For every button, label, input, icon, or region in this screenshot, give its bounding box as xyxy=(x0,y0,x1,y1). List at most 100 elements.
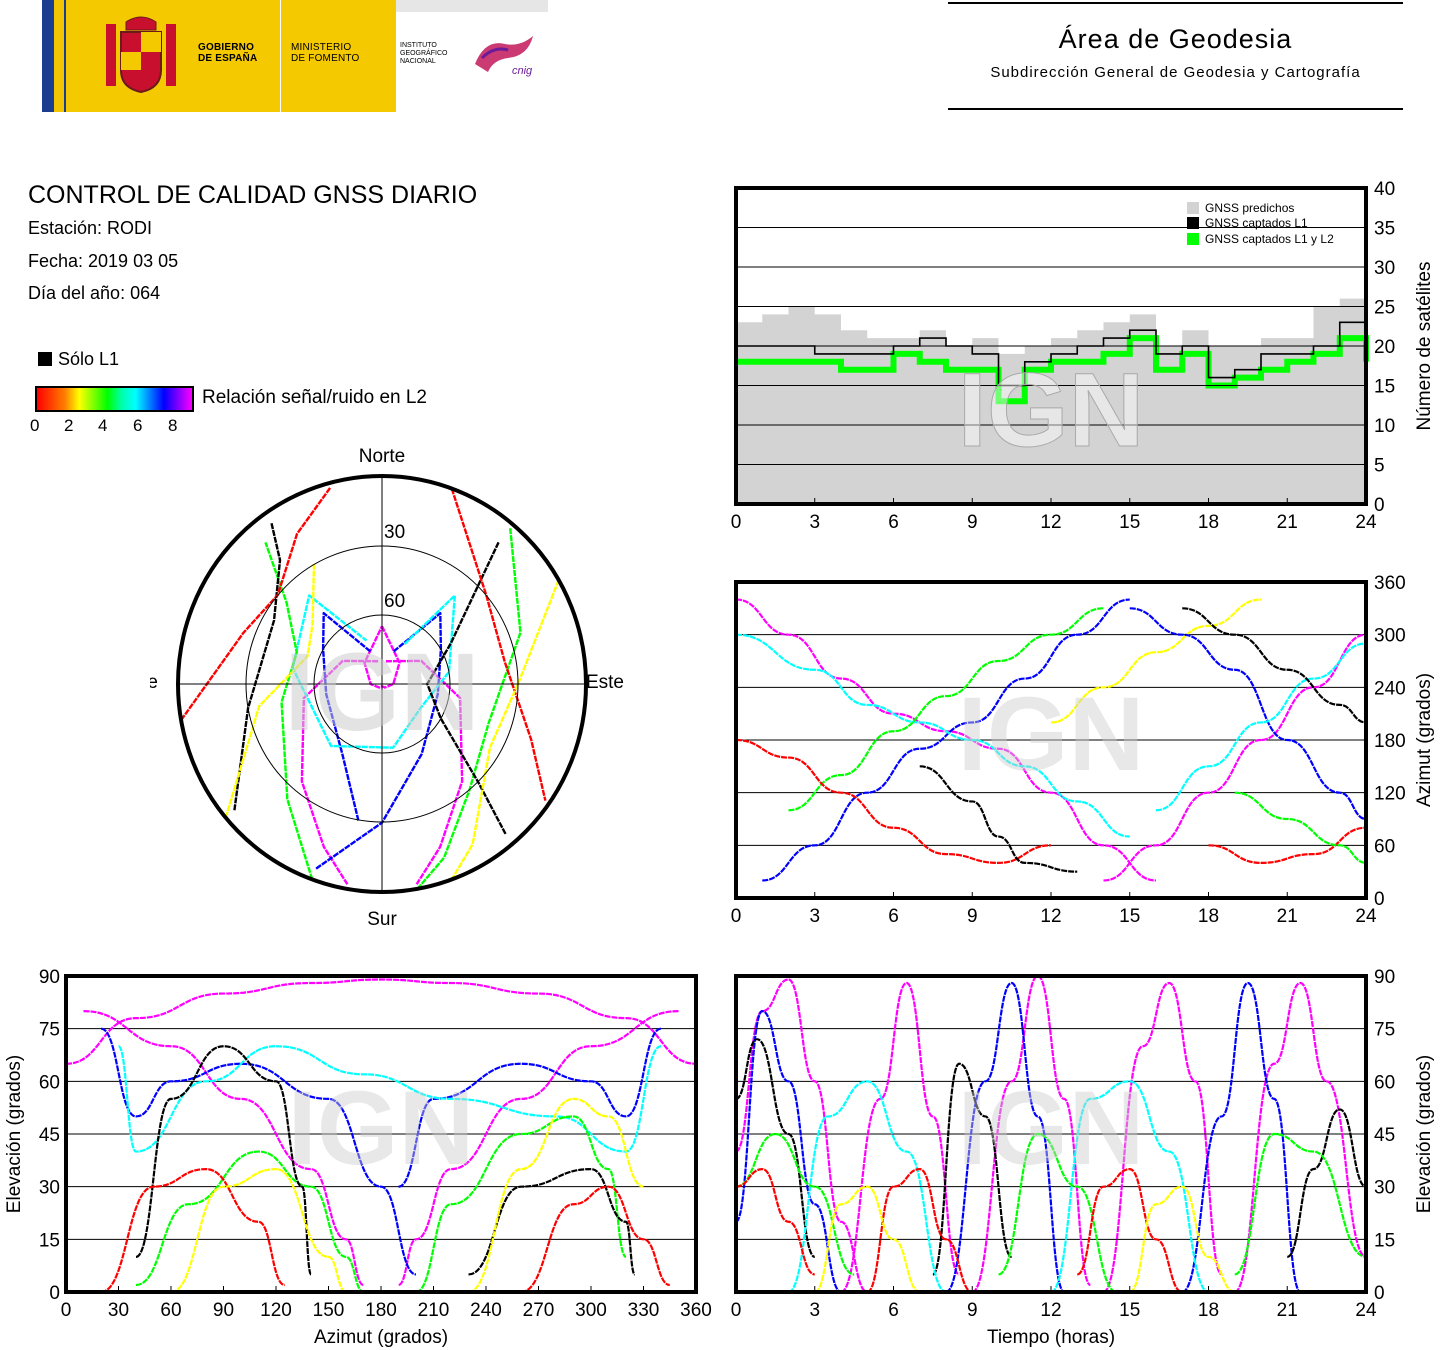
coat-of-arms-icon xyxy=(106,16,176,94)
instituto-text: INSTITUTO GEOGRÁFICO NACIONAL xyxy=(400,42,448,65)
elaz-track xyxy=(117,1045,662,1153)
legend-l1-label: Sólo L1 xyxy=(58,349,120,369)
elaz-y-tick: 15 xyxy=(39,1230,60,1251)
elaz-track xyxy=(83,1010,365,1287)
elt-track xyxy=(734,1010,842,1294)
nsat-x-tick: 3 xyxy=(809,512,820,533)
elt-x-tick: 12 xyxy=(1040,1300,1061,1321)
azt-track xyxy=(735,738,1052,864)
azt-watermark: IGN xyxy=(958,676,1145,793)
snr-tick-0: 0 xyxy=(30,416,40,435)
elaz-track xyxy=(135,1150,364,1294)
elaz-y-label: Elevación (grados) xyxy=(4,1055,25,1213)
elt-y-label: Elevación (grados) xyxy=(1414,1055,1435,1213)
elt-track xyxy=(945,981,1066,1294)
satcount-legend: GNSS predichos GNSS captados L1 GNSS cap… xyxy=(1187,201,1334,246)
elt-x-tick: 15 xyxy=(1119,1300,1140,1321)
elt-y-tick: 45 xyxy=(1374,1125,1395,1146)
azt-track xyxy=(1182,607,1367,724)
elt-x-label: Tiempo (horas) xyxy=(987,1327,1115,1348)
ign-logo: INSTITUTO GEOGRÁFICO NACIONAL cnig xyxy=(396,0,548,112)
elaz-y-tick: 60 xyxy=(39,1072,60,1093)
skyplot-track xyxy=(321,611,372,821)
elt-x-tick: 9 xyxy=(967,1300,978,1321)
azt-y-tick: 0 xyxy=(1374,889,1385,910)
nsat-x-tick: 12 xyxy=(1040,512,1061,533)
legend-predicted-label: GNSS predichos xyxy=(1205,201,1294,215)
nsat-y-tick: 0 xyxy=(1374,495,1385,516)
elt-x-tick: 6 xyxy=(888,1300,899,1321)
snr-colorbar-label: Relación señal/ruido en L2 xyxy=(202,387,427,408)
nsat-y-tick: 5 xyxy=(1374,456,1385,477)
legend-predicted-swatch xyxy=(1187,202,1199,214)
elt-y-tick: 15 xyxy=(1374,1230,1395,1251)
nsat-y-tick: 35 xyxy=(1374,219,1395,240)
azt-track xyxy=(788,607,1104,812)
azt-x-tick: 24 xyxy=(1355,906,1377,927)
azt-track xyxy=(919,765,1078,873)
azt-track xyxy=(1208,826,1367,864)
skyplot-ring-60-label: 60 xyxy=(384,591,405,612)
elevation-time-chart: IGN 0 15 30 45 60 75 90 0 3 6 9 12 15 18 21 24 Tiempo (… xyxy=(731,967,1435,1348)
elt-y-tick: 60 xyxy=(1374,1072,1395,1093)
elt-track xyxy=(866,1168,973,1294)
elt-y-tick: 75 xyxy=(1374,1020,1395,1041)
elt-watermark: IGN xyxy=(958,1070,1145,1187)
elt-y-tick: 90 xyxy=(1374,967,1395,988)
nsat-y-tick: 15 xyxy=(1374,377,1395,398)
elaz-x-tick: 330 xyxy=(628,1300,660,1321)
elt-track xyxy=(931,1062,1013,1276)
elaz-y-tick: 75 xyxy=(39,1020,60,1041)
azt-y-tick: 360 xyxy=(1374,573,1406,594)
elaz-track xyxy=(415,1115,628,1294)
elt-x-tick: 21 xyxy=(1277,1300,1298,1321)
nsat-y-tick: 20 xyxy=(1374,337,1395,358)
elaz-y-tick: 0 xyxy=(49,1283,60,1304)
snr-colorbar xyxy=(35,386,194,412)
elt-track xyxy=(735,1168,816,1276)
legend-l1-captured-swatch xyxy=(1187,217,1199,229)
azt-x-tick: 6 xyxy=(888,906,899,927)
elevation-azimuth-chart: IGN 0 15 30 45 60 75 90 0 30 60 90 120 150 180 210 240 2… xyxy=(4,967,712,1348)
azt-track xyxy=(1155,642,1367,812)
elt-x-tick: 0 xyxy=(731,1300,742,1321)
elt-track xyxy=(1102,981,1223,1294)
azt-track xyxy=(762,598,1130,882)
nsat-y-tick: 40 xyxy=(1374,179,1395,200)
elaz-track xyxy=(65,978,697,1065)
skyplot-track xyxy=(385,659,464,885)
elaz-x-tick: 240 xyxy=(470,1300,502,1321)
satellite-count-chart: IGN 0 5 10 15 20 25 30 35 40 0 3 6 9 12 15 18 21 24 GNSS … xyxy=(731,179,1435,533)
elt-track xyxy=(1181,981,1302,1294)
gobierno-logo: GOBIERNO DE ESPAÑA xyxy=(66,0,318,112)
elaz-x-tick: 360 xyxy=(680,1300,712,1321)
elaz-y-tick: 30 xyxy=(39,1178,60,1199)
elt-x-tick: 18 xyxy=(1198,1300,1219,1321)
azt-x-tick: 15 xyxy=(1119,906,1140,927)
elt-track xyxy=(1050,1080,1209,1294)
azt-y-tick: 180 xyxy=(1374,731,1406,752)
elaz-x-tick: 300 xyxy=(575,1300,607,1321)
doy-label: Día del año: 064 xyxy=(28,283,161,303)
elaz-watermark: IGN xyxy=(288,1070,475,1187)
report-title: CONTROL DE CALIDAD GNSS DIARIO xyxy=(28,181,478,209)
ministerio-text: MINISTERIO DE FOMENTO xyxy=(291,42,360,64)
legend-l1l2-captured-swatch xyxy=(1187,233,1199,245)
legend-l1-only: Sólo L1 xyxy=(38,349,119,370)
nsat-x-tick: 21 xyxy=(1277,512,1298,533)
skyplot-track xyxy=(264,541,314,880)
nsat-x-tick: 0 xyxy=(731,512,742,533)
elaz-x-tick: 90 xyxy=(213,1300,234,1321)
date-label: Fecha: 2019 03 05 xyxy=(28,251,179,271)
azt-x-tick: 21 xyxy=(1277,906,1298,927)
nsat-y-tick: 30 xyxy=(1374,258,1395,279)
elaz-x-tick: 270 xyxy=(523,1300,555,1321)
azimuth-time-chart: IGN 0 60 120 180 240 300 360 0 3 6 9 12 15 18 21 24 Azi… xyxy=(731,573,1435,927)
elt-x-tick: 24 xyxy=(1355,1300,1377,1321)
government-logo: GOBIERNO DE ESPAÑA MINISTERIO DE FOMENTO… xyxy=(42,0,548,112)
elt-track xyxy=(1234,981,1367,1294)
elaz-track xyxy=(100,1168,286,1294)
nsat-y-tick: 10 xyxy=(1374,416,1395,437)
skyplot-east-label: Este xyxy=(586,672,624,693)
nsat-x-tick: 9 xyxy=(967,512,978,533)
